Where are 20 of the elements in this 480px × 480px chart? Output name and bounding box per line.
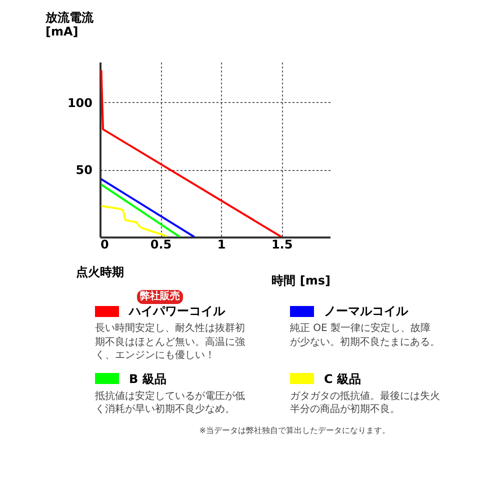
x-axis-title: 時間 [ms] <box>272 274 330 288</box>
text: 純正 OE 製一律に安定し、故障が少ない。初期不良たまにある。 <box>290 322 440 350</box>
text: 弊社販売 <box>137 290 183 304</box>
x-tick-label: 0 <box>100 238 109 252</box>
y-tick-label: 50 <box>76 163 92 178</box>
legend-label: B 級品 <box>129 370 166 387</box>
x-tick-label: 1.5 <box>271 238 293 252</box>
legend-label: ハイパワーコイル <box>129 303 225 320</box>
y-axis-title: 放流電流 [mA] <box>44 10 94 38</box>
line-series <box>100 205 168 237</box>
legend-label: C 級品 <box>324 370 361 387</box>
text: 長い時間安定し、耐久性は抜群初期不良はほとんど無い。高温に強く、エンジンにも優しい！ <box>95 322 245 363</box>
text: 抵抗値は安定しているが電圧が低く消耗が早い初期不良少なめ。 <box>95 390 245 417</box>
text: 点火時期 <box>76 265 124 279</box>
x-tick-label: 1 <box>217 238 226 252</box>
x-tick-label: 0.5 <box>150 238 172 252</box>
y-tick-label: 100 <box>67 96 92 110</box>
text: ガタガタの抵抗値。最後には失火半分の商品が初期不良。 <box>290 390 440 417</box>
text: ※当データは弊社独自で算出したデータになります。 <box>198 424 390 436</box>
legend-label: ノーマルコイル <box>324 303 408 320</box>
